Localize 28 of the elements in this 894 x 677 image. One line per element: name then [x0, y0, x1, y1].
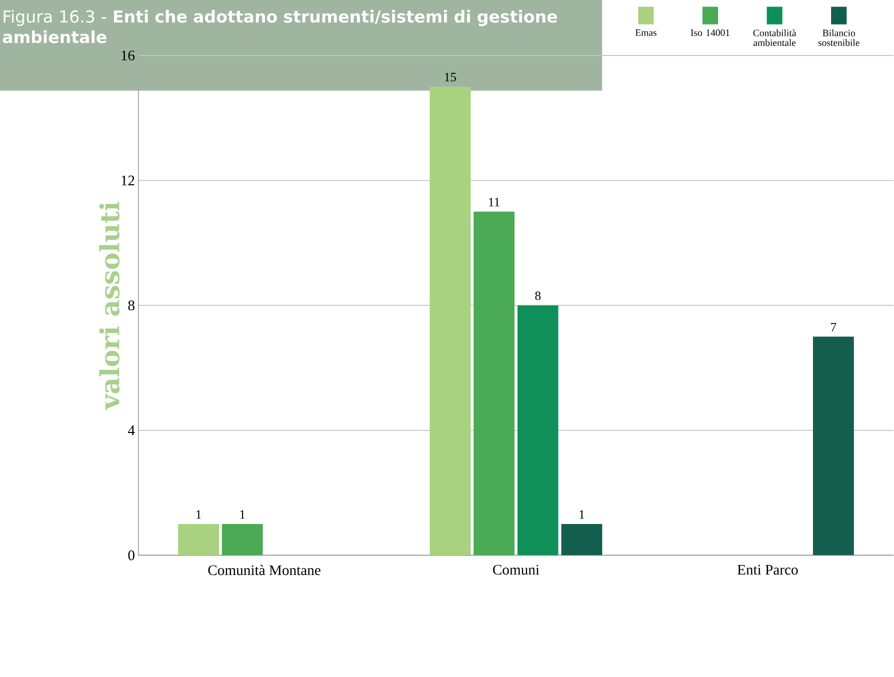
x-tick-label: Comunità Montane: [208, 564, 320, 576]
chart-title: Figura 16.3 - Enti che adottano strumenti/sistemi di gestione ambientale: [2, 10, 558, 44]
legend-label: Bilancio sostenibile: [818, 29, 860, 46]
bar: [430, 86, 471, 556]
bar: [474, 212, 515, 556]
data-label: 1: [580, 510, 584, 519]
bar: [178, 524, 219, 556]
bar: [561, 524, 602, 556]
data-label: 1: [240, 510, 245, 519]
y-axis-title: valori assoluti: [99, 202, 120, 410]
x-tick-label: Comuni: [493, 564, 540, 575]
y-tick-label: 0: [128, 550, 134, 560]
y-tick-label: 4: [128, 425, 135, 436]
bar: [812, 336, 854, 556]
legend-label: Iso 14001: [690, 29, 730, 36]
data-label: 8: [535, 291, 541, 300]
legend-label: Contabilità ambientale: [753, 29, 796, 46]
data-label: 11: [489, 198, 500, 206]
y-tick-label: 16: [122, 50, 135, 60]
data-label: 1: [196, 510, 201, 519]
y-tick-label: 8: [128, 300, 134, 310]
data-label: 7: [831, 322, 836, 332]
bar: [222, 524, 263, 556]
bar: [517, 305, 558, 556]
y-tick-label: 12: [122, 176, 134, 186]
x-tick-label: Enti Parco: [737, 564, 798, 575]
legend-label: Emas: [635, 29, 656, 36]
data-label: 15: [444, 72, 456, 82]
